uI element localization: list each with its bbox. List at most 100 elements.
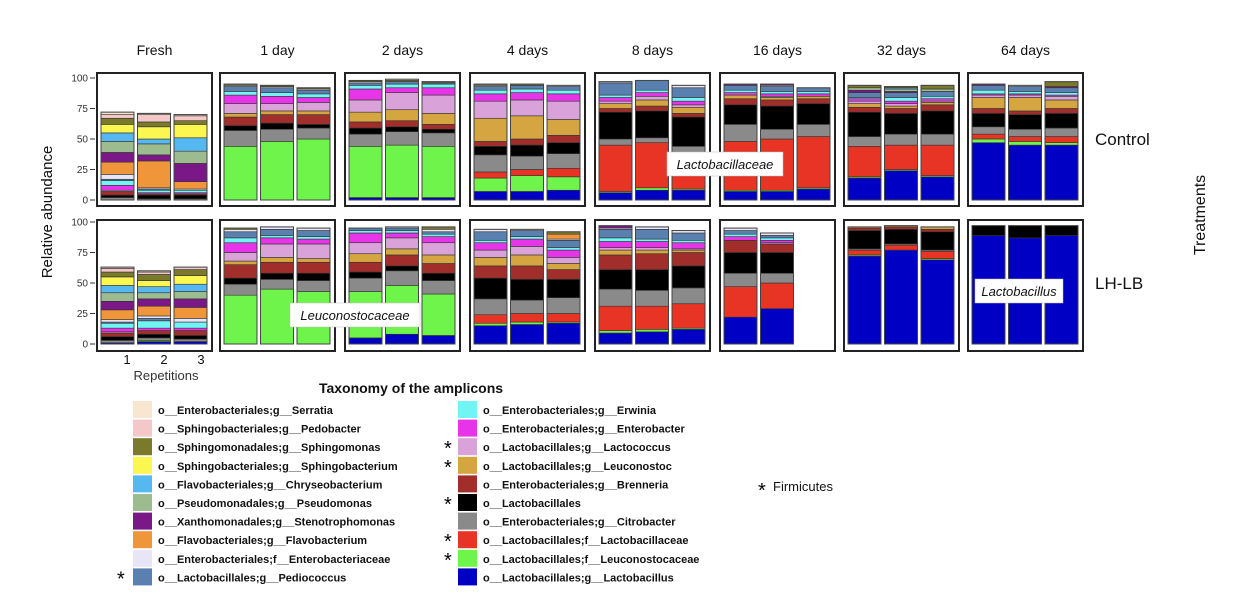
bar-segment [223, 283, 258, 296]
bar-segment [635, 229, 669, 240]
bar-segment [971, 126, 1006, 135]
bar-segment [260, 272, 294, 280]
bar-segment [137, 126, 171, 140]
bar-segment [546, 279, 581, 298]
column-title-6: 32 days [877, 42, 926, 58]
bar-segment [473, 314, 508, 324]
bar-segment [223, 260, 258, 266]
y-tick-label: 100 [71, 218, 88, 229]
legend-label: o__Xanthomonadales;g__Stenotrophomonas [158, 517, 395, 529]
bar-segment [473, 141, 508, 147]
bar-segment [847, 227, 882, 231]
bar-segment [510, 238, 544, 247]
bar-segment [296, 280, 331, 292]
bar-segment [510, 115, 544, 140]
bar-outline [100, 266, 135, 345]
bar-segment [100, 309, 135, 320]
bar-segment [223, 146, 258, 201]
bar-outline [598, 81, 633, 201]
bar-segment [920, 104, 955, 112]
bar-segment [385, 248, 419, 256]
bar-segment [421, 254, 456, 264]
bar-segment [173, 283, 208, 292]
bar-segment [796, 136, 831, 189]
bar-segment [598, 269, 633, 290]
bar-segment [100, 336, 135, 341]
bar-segment [1008, 114, 1042, 130]
bar-segment [723, 252, 758, 274]
bar-segment [473, 298, 508, 316]
column-title-0: Fresh [137, 42, 173, 58]
bar-segment [348, 99, 383, 113]
bar-segment [671, 240, 706, 244]
bar-segment [671, 104, 706, 108]
bar-segment [510, 99, 544, 117]
bar-segment [137, 315, 171, 319]
bar-segment [473, 171, 508, 179]
bar-segment [223, 242, 258, 253]
bar-segment [635, 329, 669, 333]
bar-outline [260, 84, 294, 201]
bar-segment [723, 286, 758, 318]
bar-segment [473, 240, 508, 244]
bar-segment [421, 229, 456, 233]
bar-segment [260, 103, 294, 112]
bar-segment [847, 136, 882, 147]
bar-segment [1044, 127, 1079, 137]
bar-segment [920, 176, 955, 201]
bar-segment [971, 94, 1006, 98]
bar-segment [598, 138, 633, 146]
bar-segment [1044, 144, 1079, 201]
bar-outline [671, 84, 706, 201]
bar-segment [796, 98, 831, 104]
column-title-5: 16 days [753, 42, 802, 58]
bar-segment [920, 250, 955, 259]
bar-segment [173, 269, 208, 276]
bar-segment [635, 187, 669, 191]
bar-segment [223, 264, 258, 279]
bar-segment [173, 335, 208, 340]
column-title-3: 4 days [507, 42, 548, 58]
annotation-leuconostocaceae-box [289, 302, 421, 328]
bar-outline [760, 232, 794, 345]
bar-segment [296, 110, 331, 115]
bar-segment [671, 329, 706, 345]
bar-segment [546, 89, 581, 95]
bar-segment [760, 252, 794, 274]
bar-segment [671, 87, 706, 98]
legend-label: o__Pseudomonadales;g__Pseudomonas [158, 498, 372, 510]
bar-segment [421, 263, 456, 274]
bar-segment [100, 152, 135, 163]
bar-segment [884, 244, 918, 251]
bar-segment [598, 305, 633, 331]
bar-segment [421, 242, 456, 256]
bar-segment [137, 305, 171, 317]
bar-segment [385, 109, 419, 122]
bar-segment [847, 146, 882, 178]
bar-segment [1008, 91, 1042, 95]
bar-segment [473, 117, 508, 142]
legend-label: o__Lactobacillales;g__Lactobacillus [483, 572, 674, 584]
bar-segment [473, 154, 508, 173]
legend-swatch [458, 494, 477, 511]
bar-segment [546, 233, 581, 240]
bar-segment [173, 327, 208, 331]
bar-segment [473, 146, 508, 156]
bar-segment [473, 177, 508, 192]
firmicutes-star-icon: * [444, 494, 452, 516]
bar-segment [510, 191, 544, 201]
bar-segment [920, 231, 955, 251]
y-tick-label: 25 [77, 309, 89, 320]
bar-segment [598, 192, 633, 201]
bar-segment [296, 127, 331, 140]
bar-segment [723, 233, 758, 237]
bar-segment [100, 332, 135, 337]
bar-segment [385, 144, 419, 198]
bar-segment [847, 103, 882, 108]
legend-swatch [133, 531, 152, 549]
bar-segment [137, 154, 171, 162]
bar-segment [348, 232, 383, 244]
bar-segment [510, 88, 544, 93]
legend-label: o__Flavobacteriales;g__Chryseobacterium [158, 479, 383, 491]
bar-segment [385, 87, 419, 93]
